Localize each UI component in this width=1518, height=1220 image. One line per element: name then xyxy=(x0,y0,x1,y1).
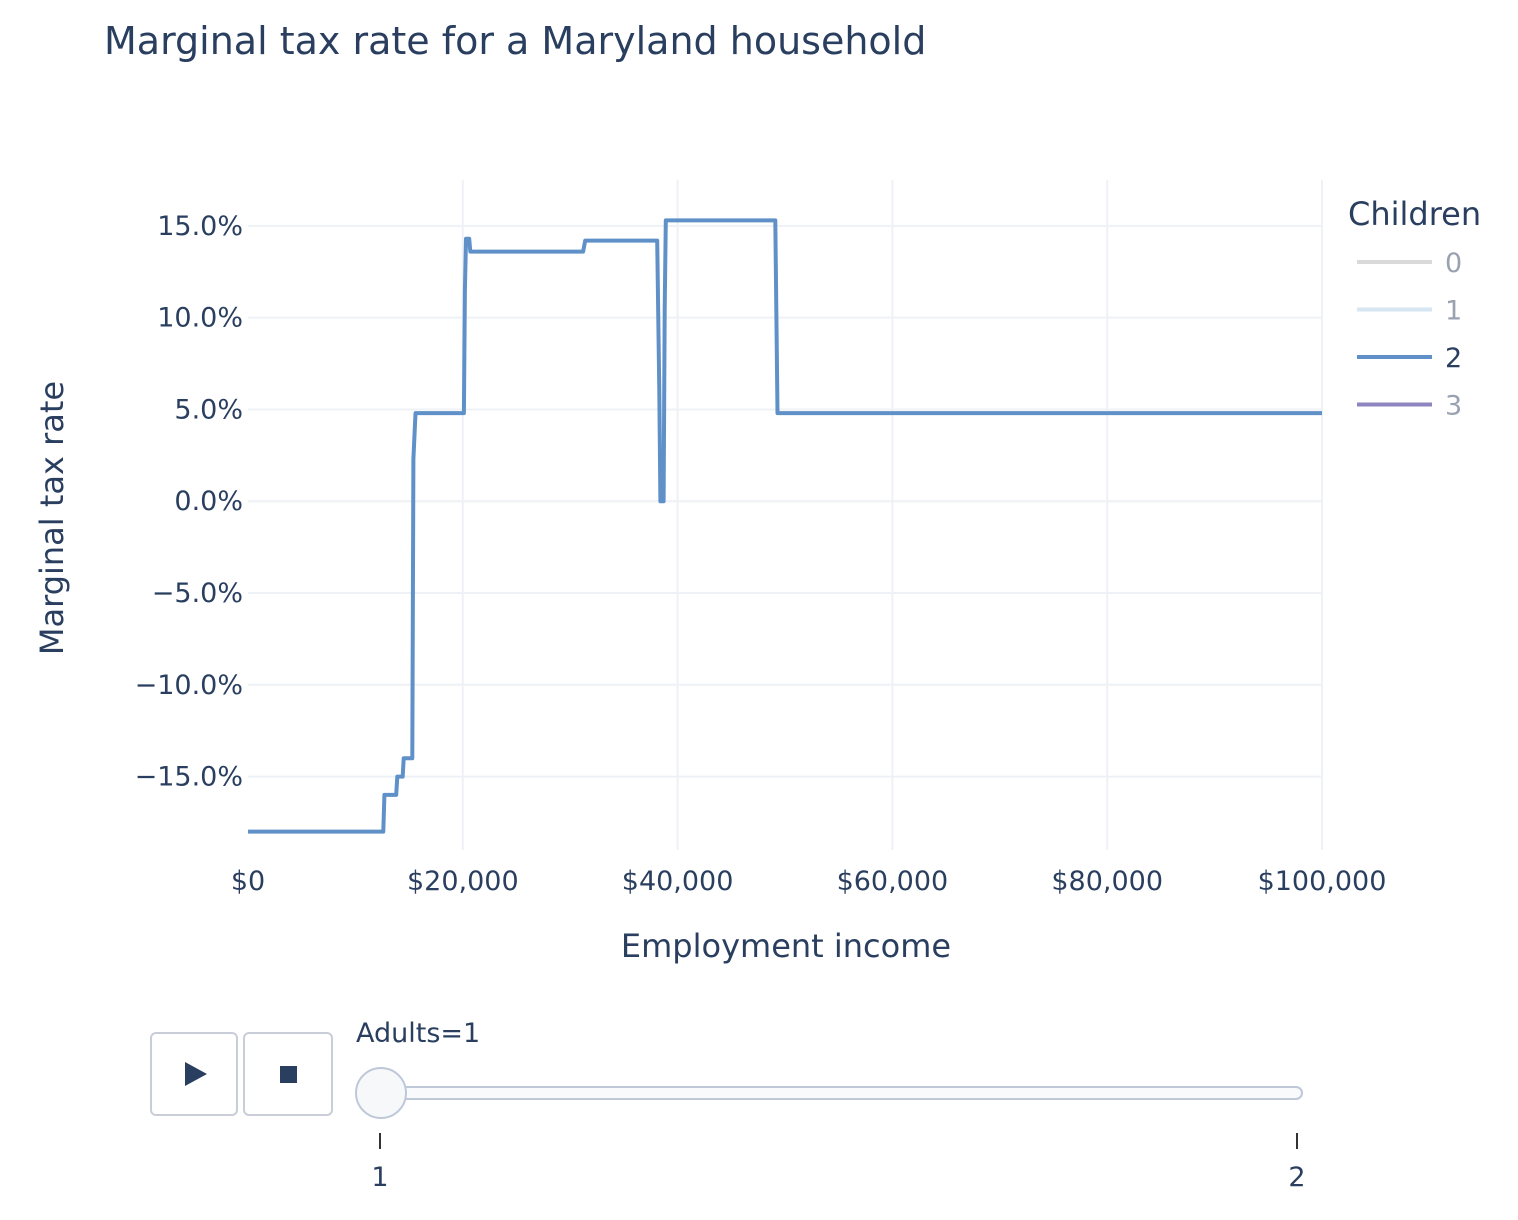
play-button[interactable] xyxy=(150,1032,238,1116)
chart: Marginal tax rate for a Maryland househo… xyxy=(33,19,1481,965)
x-tick-label: $60,000 xyxy=(837,866,949,897)
x-tick-label: $20,000 xyxy=(407,866,519,897)
y-tick-label: −5.0% xyxy=(152,578,243,609)
y-tick-label: 5.0% xyxy=(174,394,243,425)
slider-tick xyxy=(1296,1133,1298,1149)
y-tick-label: −15.0% xyxy=(135,762,243,793)
legend-label[interactable]: 0 xyxy=(1445,248,1462,279)
y-tick-label: 10.0% xyxy=(157,303,243,334)
legend-label[interactable]: 3 xyxy=(1445,391,1462,422)
x-tick-label: $100,000 xyxy=(1258,866,1387,897)
slider-rail[interactable] xyxy=(370,1086,1303,1100)
y-tick-label: 0.0% xyxy=(174,486,243,517)
x-tick-label: $40,000 xyxy=(622,866,734,897)
x-tick-label: $0 xyxy=(231,866,265,897)
series-line-2 xyxy=(248,218,1322,834)
stop-button[interactable] xyxy=(243,1032,333,1116)
y-axis-ticks: 15.0% 10.0% 5.0% 0.0% −5.0% −10.0% −15.0% xyxy=(135,211,243,793)
slider-handle[interactable] xyxy=(355,1067,407,1119)
slider-tick-label: 2 xyxy=(1288,1162,1306,1193)
legend[interactable]: 0 1 2 3 xyxy=(1357,248,1462,422)
y-tick-label: −10.0% xyxy=(135,670,243,701)
legend-title: Children xyxy=(1348,195,1481,233)
legend-label[interactable]: 2 xyxy=(1445,343,1462,374)
plot-area xyxy=(248,218,1322,834)
x-tick-label: $80,000 xyxy=(1051,866,1163,897)
play-icon xyxy=(185,1062,207,1086)
stop-icon xyxy=(279,1065,297,1083)
slider-tick-label: 1 xyxy=(371,1162,389,1193)
y-axis-title: Marginal tax rate xyxy=(33,381,71,655)
gridlines xyxy=(248,180,1323,850)
x-axis-ticks: $0 $20,000 $40,000 $60,000 $80,000 $100,000 xyxy=(231,866,1387,897)
chart-title: Marginal tax rate for a Maryland househo… xyxy=(104,19,926,63)
y-tick-label: 15.0% xyxy=(157,211,243,242)
slider-tick xyxy=(379,1133,381,1149)
legend-label[interactable]: 1 xyxy=(1445,296,1462,327)
slider-current-value: Adults=1 xyxy=(356,1018,481,1049)
x-axis-title: Employment income xyxy=(621,927,951,965)
